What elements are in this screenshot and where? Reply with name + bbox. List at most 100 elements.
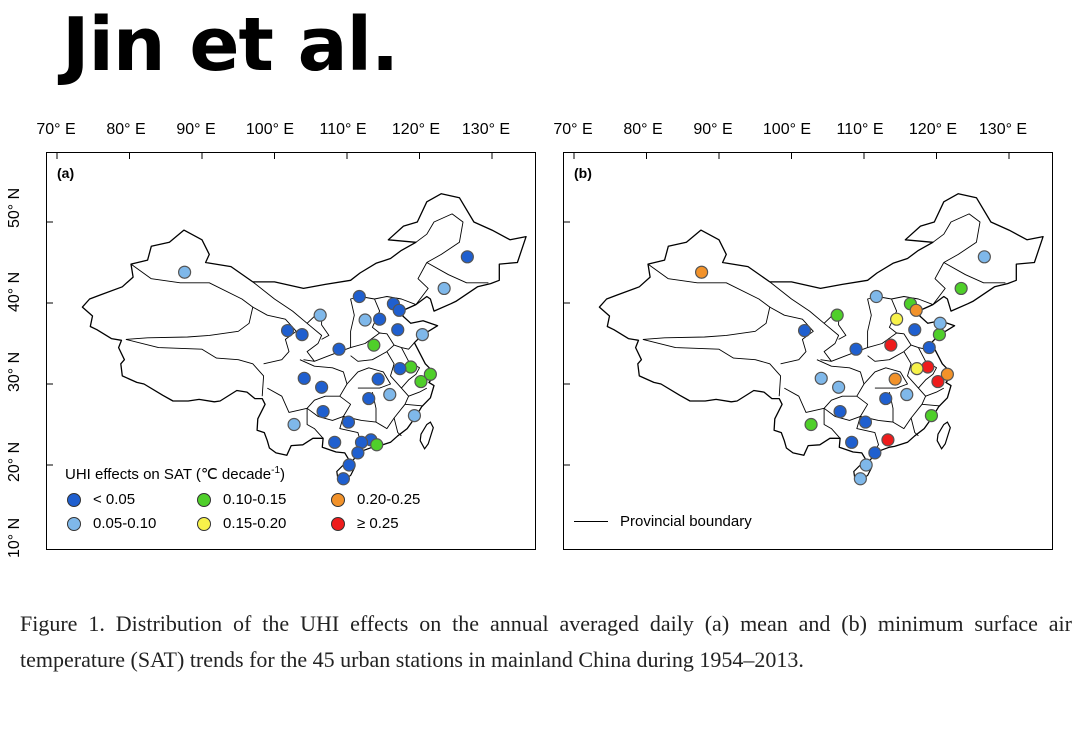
legend-dot bbox=[331, 492, 345, 507]
taiwan-island bbox=[419, 421, 434, 450]
legend-item: ≥ 0.25 bbox=[331, 515, 399, 532]
station-marker-a bbox=[371, 372, 385, 386]
station-marker-a bbox=[328, 435, 342, 449]
legend-item: 0.10-0.15 bbox=[197, 491, 286, 508]
longitude-axis-a: 70° E 80° E 90° E 100° E 110° E 120° E 1… bbox=[36, 121, 566, 141]
station-marker-b bbox=[977, 250, 991, 264]
station-marker-b bbox=[888, 372, 902, 386]
provincial-boundary bbox=[125, 263, 254, 340]
provincial-boundary bbox=[306, 408, 324, 439]
longitude-axis-b: 70° E 80° E 90° E 100° E 110° E 120° E 1… bbox=[553, 121, 1083, 141]
provincial-boundary bbox=[642, 338, 782, 397]
lat-tick-label: 20° N bbox=[6, 441, 23, 482]
station-marker-a bbox=[358, 313, 372, 327]
station-marker-b bbox=[833, 404, 847, 419]
uhi-legend: UHI effects on SAT (℃ decade-1) < 0.05 0… bbox=[61, 465, 461, 545]
provincial-boundary bbox=[408, 387, 428, 397]
station-marker-b bbox=[859, 458, 873, 472]
provincial-boundary bbox=[823, 408, 841, 439]
lon-tick-label: 70° E bbox=[553, 121, 593, 138]
station-marker-a bbox=[280, 323, 295, 338]
legend-dot bbox=[197, 492, 211, 507]
station-marker-b bbox=[922, 340, 936, 355]
station-marker-b bbox=[858, 415, 873, 429]
lon-tick-label: 130° E bbox=[461, 121, 511, 138]
station-marker-a bbox=[392, 303, 406, 317]
legend-title: UHI effects on SAT (℃ decade-1) bbox=[65, 465, 286, 483]
station-marker-b bbox=[940, 367, 954, 381]
lat-tick-label: 10° N bbox=[6, 517, 23, 558]
station-marker-b bbox=[879, 391, 893, 406]
lon-tick-label: 80° E bbox=[106, 121, 146, 138]
station-marker-a bbox=[383, 387, 397, 402]
station-marker-b bbox=[910, 362, 924, 376]
legend-dot bbox=[67, 492, 81, 507]
station-marker-a bbox=[393, 362, 407, 376]
station-marker-a bbox=[437, 281, 451, 296]
lon-tick-label: 100° E bbox=[762, 121, 812, 138]
lon-tick-label: 120° E bbox=[908, 121, 958, 138]
china-outline bbox=[81, 193, 527, 464]
station-marker-b bbox=[832, 380, 846, 394]
lon-tick-label: 130° E bbox=[978, 121, 1028, 138]
station-marker-a bbox=[362, 391, 376, 406]
provincial-boundary-legend: Provincial boundary bbox=[574, 513, 752, 530]
station-marker-b bbox=[881, 433, 895, 447]
station-marker-b bbox=[845, 435, 859, 449]
station-marker-a bbox=[407, 408, 422, 423]
lon-tick-label: 110° E bbox=[319, 121, 367, 138]
provincial-boundary bbox=[426, 262, 489, 284]
legend-dot bbox=[67, 516, 81, 531]
station-marker-b bbox=[868, 446, 882, 460]
lon-tick-label: 80° E bbox=[623, 121, 663, 138]
station-marker-b bbox=[954, 281, 968, 296]
provincial-boundary bbox=[339, 392, 377, 423]
station-marker-b bbox=[849, 342, 863, 356]
station-marker-a bbox=[295, 327, 309, 342]
station-marker-b bbox=[853, 472, 867, 486]
station-marker-b bbox=[921, 360, 935, 374]
slide-title: Jin et al. bbox=[62, 2, 399, 88]
map-panel-a: (a) UHI effects on SAT (℃ decade-1) < 0.… bbox=[46, 152, 536, 550]
station-marker-b bbox=[924, 408, 939, 423]
station-marker-a bbox=[287, 417, 301, 432]
station-marker-a bbox=[342, 458, 356, 472]
provincial-boundary bbox=[932, 213, 981, 263]
station-marker-a bbox=[414, 374, 428, 389]
provincial-boundary bbox=[393, 417, 402, 437]
provincial-boundary bbox=[346, 367, 391, 389]
provincial-boundary bbox=[769, 281, 840, 362]
legend-dot bbox=[331, 516, 345, 531]
provincial-boundary bbox=[943, 262, 1006, 284]
station-marker-b bbox=[931, 374, 945, 389]
lon-tick-label: 110° E bbox=[836, 121, 884, 138]
provincial-boundary bbox=[784, 359, 865, 413]
provincial-boundary bbox=[375, 387, 410, 430]
provincial-boundary bbox=[404, 403, 424, 407]
station-marker-a bbox=[415, 327, 429, 342]
taiwan-island bbox=[936, 421, 951, 450]
station-marker-b bbox=[909, 303, 923, 317]
station-marker-b bbox=[830, 308, 844, 322]
legend-dot bbox=[197, 516, 211, 531]
provincial-boundary bbox=[925, 387, 945, 397]
latitude-axis: 50° N 40° N 30° N 20° N 10° N bbox=[0, 150, 40, 558]
station-marker-a bbox=[367, 338, 381, 352]
lon-tick-label: 120° E bbox=[391, 121, 441, 138]
station-marker-b bbox=[814, 371, 828, 385]
legend-item: < 0.05 bbox=[67, 491, 135, 508]
provincial-boundary bbox=[642, 263, 771, 340]
boundary-line-sample bbox=[574, 521, 608, 522]
provincial-boundary bbox=[863, 367, 908, 389]
lon-tick-label: 100° E bbox=[245, 121, 295, 138]
station-marker-b bbox=[932, 327, 946, 342]
station-marker-a bbox=[404, 360, 418, 374]
provincial-boundary bbox=[921, 403, 941, 407]
lat-tick-label: 40° N bbox=[6, 271, 23, 312]
provincial-boundary bbox=[125, 338, 265, 397]
provincial-boundary bbox=[415, 262, 429, 305]
provincial-boundary bbox=[932, 262, 946, 305]
station-marker-b bbox=[804, 417, 818, 432]
station-marker-a bbox=[178, 265, 192, 279]
station-marker-b bbox=[884, 338, 898, 352]
